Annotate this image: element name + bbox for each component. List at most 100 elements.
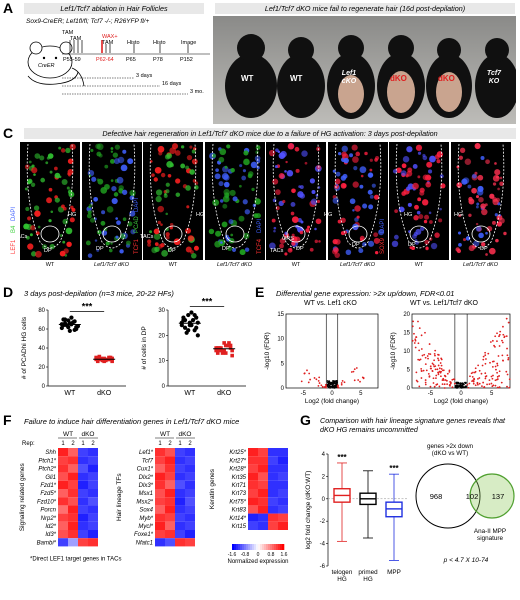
heatmap-cell xyxy=(68,480,78,489)
volcano-point xyxy=(343,381,346,384)
duration-3d: 3 days xyxy=(136,73,153,79)
volcano-point xyxy=(491,366,494,368)
volcano-point xyxy=(472,380,475,383)
volcano-point xyxy=(439,371,442,374)
volcano-point xyxy=(500,381,503,384)
timeline-label-wax: WAX+ xyxy=(102,34,118,40)
volcano-point xyxy=(418,349,421,352)
heatmap-cell xyxy=(78,497,88,506)
box-sig: *** xyxy=(337,453,347,462)
volcano-point xyxy=(488,379,491,382)
heatmap-cell xyxy=(78,464,88,473)
panel-letter-f: F xyxy=(3,412,12,428)
heatmap-cell xyxy=(88,505,98,514)
volcano-point xyxy=(418,327,421,330)
volcano-point xyxy=(478,382,481,385)
heatmap-cell xyxy=(155,538,165,547)
dot-group-label: dKO xyxy=(217,390,232,397)
volcano-point xyxy=(335,385,337,388)
volcano-point xyxy=(336,384,339,387)
dot-point xyxy=(62,317,68,322)
dot-point xyxy=(75,324,80,329)
dot-point xyxy=(103,358,108,363)
micrograph-annotation-16: DP xyxy=(480,246,488,252)
volcano-point xyxy=(317,384,320,387)
heatmap-gene: Lef1* xyxy=(139,450,154,456)
micrograph-7 xyxy=(450,142,511,260)
dot-ylabel: # of PCADhi HG cells xyxy=(21,316,28,379)
heatmap-cell xyxy=(248,497,258,506)
heatmap-cell xyxy=(258,456,268,465)
volcano-xlabel: Log2 (fold change) xyxy=(434,398,488,405)
volcano-ytick: 5 xyxy=(281,361,285,367)
heatmap-rep: 1 xyxy=(81,441,85,447)
volcano-point xyxy=(340,382,343,384)
volcano-xlabel: Log2 (fold change) xyxy=(305,398,359,405)
volcano-point xyxy=(468,382,471,385)
heatmap-gene: Sox4 xyxy=(139,508,153,514)
volcano-point xyxy=(414,338,417,341)
volcano-point xyxy=(507,321,510,324)
volcano-left: -5 0 5 0 5 10 15 Log2 (fold change) -log10 (FDR) xyxy=(264,312,379,405)
heatmap-cell xyxy=(68,464,78,473)
heatmap-cell xyxy=(175,530,185,539)
dot-point xyxy=(67,328,72,333)
heatmap-gene: Id2* xyxy=(45,524,56,530)
heatmap-cell xyxy=(88,456,98,465)
volcano-point xyxy=(449,384,451,387)
volcano-point xyxy=(355,367,358,369)
volcano-point xyxy=(315,378,318,381)
volcano-point xyxy=(328,385,331,388)
volcano-point xyxy=(496,371,498,374)
volcano-point xyxy=(437,354,440,356)
heatmap-gene: Cux1* xyxy=(137,467,154,473)
volcano-point xyxy=(499,330,502,333)
heatmap-gene: Krt27* xyxy=(229,458,246,464)
micrograph-annotation-4: TACs xyxy=(140,234,154,240)
volcano-point xyxy=(414,339,417,342)
micrograph-annotation-15: HG xyxy=(454,212,463,218)
heatmap-cell xyxy=(165,480,175,489)
volcano-point xyxy=(488,383,491,386)
heatmap-cell xyxy=(278,505,288,514)
volcano-point xyxy=(498,375,501,377)
micrograph-annotation-7: DP xyxy=(222,246,230,252)
heatmap-cell xyxy=(155,530,165,539)
heatmap-gene: Fzd5* xyxy=(40,491,56,497)
heatmap-cell xyxy=(185,456,195,465)
volcano-point xyxy=(496,386,499,389)
volcano-point xyxy=(496,375,499,378)
volcano-point xyxy=(487,352,490,355)
genotype-label: Sox9-CreER; Lef1fl/fl; Tcf7 -/-; R26YFP … xyxy=(26,18,150,25)
volcano-point xyxy=(480,372,483,375)
volcano-point xyxy=(317,379,320,382)
heatmap-rep: 2 xyxy=(188,441,192,447)
volcano-point xyxy=(476,383,479,386)
dot-point xyxy=(61,323,66,328)
heatmap-cell xyxy=(185,489,195,498)
heatmap-gene: Shh xyxy=(45,450,56,456)
volcano-point xyxy=(420,334,423,337)
volcano-point xyxy=(414,346,417,349)
volcano-point xyxy=(431,370,434,373)
heatmap-gene: Krt14* xyxy=(229,516,246,522)
heatmap-cell xyxy=(78,448,88,457)
volcano-point xyxy=(466,383,469,386)
volcano-point xyxy=(503,336,506,339)
heatmap-gene: Porcn xyxy=(40,508,56,514)
heatmap-cell xyxy=(165,497,175,506)
volcano-point xyxy=(451,386,454,389)
volcano-point xyxy=(492,360,495,363)
volcano-point xyxy=(424,356,427,359)
heatmap-cell xyxy=(185,497,195,506)
dot-point xyxy=(222,348,226,353)
heatmap-cell xyxy=(58,505,68,514)
heatmap-cell xyxy=(88,497,98,506)
volcano-point xyxy=(431,362,434,365)
dot-ytick-label: 10 xyxy=(158,359,165,365)
dot-point xyxy=(182,318,188,323)
box-ytick-label: -2 xyxy=(320,519,326,525)
dot-group-label: WT xyxy=(184,390,196,397)
venn-left-label: (dKO vs WT) xyxy=(432,450,468,457)
dot-point xyxy=(184,330,189,335)
